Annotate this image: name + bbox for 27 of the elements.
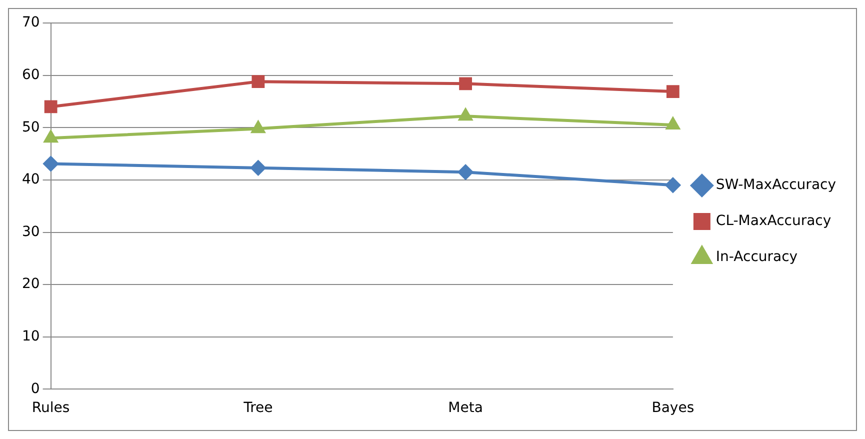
point [459,77,472,90]
x-tick-label: Meta [448,400,483,416]
point [43,156,58,172]
point [44,130,58,143]
point [252,75,265,88]
legend-label: CL-MaxAccuracy [716,213,832,230]
point [250,160,266,176]
y-tick-label: 40 [22,172,40,188]
y-tick-label: 30 [22,224,40,240]
point [666,118,680,130]
point [458,164,474,180]
y-tick-label: 50 [22,119,40,136]
y-tick-label: 10 [22,328,40,345]
x-tick-label: Tree [242,400,273,416]
x-tick-label: Bayes [652,400,694,416]
point [458,108,472,121]
point [251,121,265,134]
point [44,100,58,114]
x-tick-label: Rules [32,400,70,416]
y-tick-label: 70 [22,14,40,31]
point [666,85,680,98]
legend-label: SW-MaxAccuracy [716,177,836,194]
y-tick-label: 60 [22,66,40,83]
legend-label: In-Accuracy [716,249,798,266]
point [665,178,680,193]
y-tick-label: 0 [30,380,40,397]
y-tick-label: 20 [22,276,40,292]
